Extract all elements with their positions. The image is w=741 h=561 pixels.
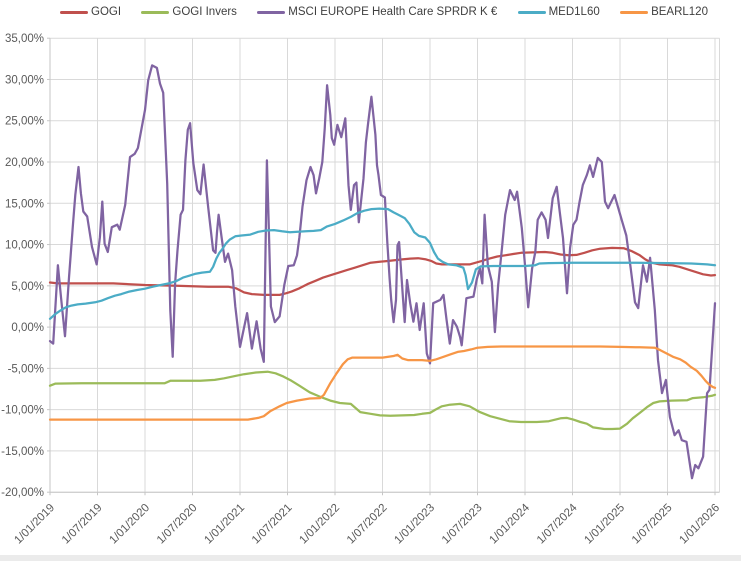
x-tick-label: 1/07/2022 bbox=[345, 502, 390, 547]
x-tick-label: 1/07/2024 bbox=[535, 501, 580, 546]
x-tick-label: 1/07/2025 bbox=[630, 502, 675, 547]
legend-label: GOGI bbox=[91, 6, 122, 18]
series-line-4[interactable] bbox=[48, 345, 717, 421]
series-line-0[interactable] bbox=[48, 246, 717, 297]
x-tick-label: 1/07/2021 bbox=[250, 502, 295, 547]
y-tick-label: 15,00% bbox=[5, 198, 44, 210]
x-tick-label: 1/01/2020 bbox=[107, 502, 152, 547]
med1l60-line-swatch-icon bbox=[517, 10, 546, 14]
gridlines bbox=[49, 37, 720, 493]
legend-item-med1l60[interactable]: MED1L60 bbox=[517, 6, 600, 18]
y-tick-label: 35,00% bbox=[5, 33, 44, 45]
x-tick-label: 1/01/2026 bbox=[677, 502, 722, 547]
gogi-line-swatch-icon bbox=[60, 10, 88, 14]
legend-label: MSCI EUROPE Health Care SPRDR K € bbox=[288, 6, 498, 18]
x-tick-label: 1/01/2024 bbox=[487, 501, 532, 546]
legend-item-msci-europe-health-care[interactable]: MSCI EUROPE Health Care SPRDR K € bbox=[257, 6, 497, 18]
bearl120-line-swatch-icon bbox=[620, 10, 649, 14]
gogi-invers-line-swatch-icon bbox=[141, 10, 170, 14]
legend-label: MED1L60 bbox=[548, 6, 600, 18]
legend-label: BEARL120 bbox=[651, 6, 708, 18]
axes bbox=[47, 37, 720, 496]
series-line-3[interactable] bbox=[48, 207, 717, 320]
window-edge bbox=[0, 555, 741, 561]
chart-legend: GOGI GOGI Invers MSCI EUROPE Health Care… bbox=[60, 6, 708, 18]
x-tick-label: 1/01/2023 bbox=[392, 502, 437, 547]
legend-label: GOGI Invers bbox=[172, 6, 237, 18]
y-tick-label: -15,00% bbox=[1, 446, 44, 458]
y-tick-label: -20,00% bbox=[1, 487, 44, 499]
x-tick-label: 1/07/2020 bbox=[155, 502, 200, 547]
y-tick-label: -10,00% bbox=[1, 405, 44, 417]
legend-item-gogi[interactable]: GOGI bbox=[60, 6, 121, 18]
x-axis-labels: 1/01/2019 1/07/2019 1/01/2020 1/07/2020 1/01… bbox=[12, 501, 722, 546]
y-axis-labels: 35,00% 30,00% 25,00% 20,00% 15,00% 10,00% 5,00… bbox=[1, 33, 44, 499]
legend-item-bearl120[interactable]: BEARL120 bbox=[620, 6, 708, 18]
y-tick-label: 30,00% bbox=[5, 74, 44, 86]
series-line-1[interactable] bbox=[48, 370, 717, 431]
series-line-2[interactable] bbox=[48, 64, 717, 480]
msci-line-swatch-icon bbox=[257, 10, 286, 14]
y-tick-label: 25,00% bbox=[5, 116, 44, 128]
y-tick-label: 10,00% bbox=[5, 240, 44, 252]
x-tick-label: 1/01/2019 bbox=[12, 502, 57, 547]
series-lines bbox=[48, 64, 717, 480]
x-tick-label: 1/01/2021 bbox=[202, 502, 247, 547]
legend-item-gogi-invers[interactable]: GOGI Invers bbox=[141, 6, 237, 18]
x-tick-label: 1/07/2023 bbox=[440, 502, 485, 547]
x-tick-label: 1/01/2025 bbox=[582, 502, 627, 547]
y-tick-label: 0,00% bbox=[11, 322, 44, 334]
y-tick-label: 5,00% bbox=[11, 281, 44, 293]
x-tick-label: 1/07/2019 bbox=[60, 502, 105, 547]
y-tick-label: 20,00% bbox=[5, 157, 44, 169]
x-tick-label: 1/01/2022 bbox=[297, 502, 342, 547]
y-tick-label: -5,00% bbox=[8, 363, 44, 375]
